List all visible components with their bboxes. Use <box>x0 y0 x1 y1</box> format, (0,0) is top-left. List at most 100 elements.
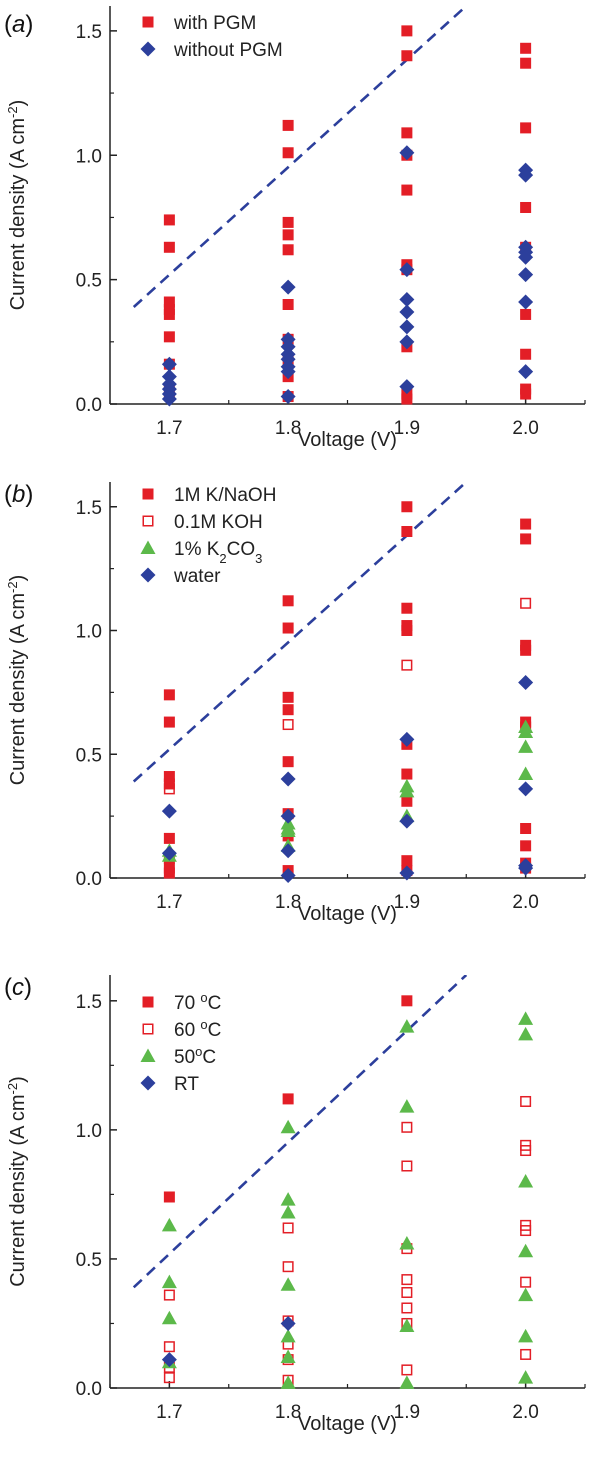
data-point <box>280 364 296 380</box>
data-point <box>282 1222 294 1234</box>
data-point <box>282 595 294 607</box>
data-point <box>401 1160 413 1172</box>
data-point <box>280 771 296 787</box>
y-axis-title: Current density (A cm-2) <box>5 1076 30 1287</box>
data-point <box>161 1310 177 1325</box>
data-point <box>280 1328 296 1343</box>
legend-marker <box>142 996 154 1008</box>
legend-label: water <box>173 566 221 587</box>
legend-marker <box>140 41 156 57</box>
x-tick-label: 1.9 <box>394 892 420 913</box>
data-point <box>401 50 413 62</box>
panel-b: 0.0 0.5 1.0 1.5 1.7 1.8 1.9 2.0 Voltage (V) Curre… <box>4 481 586 925</box>
trend-line <box>132 6 468 308</box>
data-point <box>518 1174 534 1188</box>
series-0 <box>163 25 532 405</box>
legend-label: 1% K2CO3 <box>174 539 262 566</box>
series-1 <box>163 1095 532 1386</box>
data-point <box>401 25 413 37</box>
data-point <box>399 1375 415 1389</box>
y-tick-label: 0.0 <box>76 869 102 890</box>
y-axis-title: Current density (A cm-2) <box>5 575 30 786</box>
data-point <box>518 781 534 797</box>
data-point <box>401 659 413 671</box>
x-tick-label: 1.9 <box>394 1402 420 1423</box>
data-point <box>282 691 294 703</box>
x-tick-label: 1.7 <box>156 892 182 913</box>
data-point <box>520 533 532 545</box>
x-tick-label: 2.0 <box>512 1402 538 1423</box>
data-point <box>282 704 294 716</box>
y-tick-label: 0.5 <box>76 1250 102 1271</box>
data-point <box>282 216 294 228</box>
data-point <box>518 1287 534 1302</box>
data-point <box>163 771 175 783</box>
panel-a: 0.0 0.5 1.0 1.5 1.7 1.8 1.9 2.0 Voltage (V) Curre… <box>4 6 586 451</box>
y-tick-label: 1.5 <box>76 498 102 519</box>
x-tick-label: 1.8 <box>275 892 301 913</box>
data-point <box>399 145 415 161</box>
data-point <box>282 1261 294 1273</box>
data-point <box>282 119 294 131</box>
data-point <box>518 1370 534 1384</box>
x-tick-label: 2.0 <box>512 892 538 913</box>
data-point <box>399 1318 415 1333</box>
data-point <box>161 1352 177 1368</box>
data-point <box>520 57 532 69</box>
legend-label: without PGM <box>173 40 283 61</box>
data-point <box>518 1328 534 1343</box>
data-point <box>520 1348 532 1360</box>
data-point <box>399 1099 415 1113</box>
series-1 <box>163 597 532 795</box>
data-point <box>163 308 175 320</box>
data-point <box>282 756 294 768</box>
legend-label: with PGM <box>173 13 256 34</box>
data-point <box>399 1235 415 1250</box>
data-point <box>399 262 415 278</box>
y-tick-label: 0.5 <box>76 271 102 292</box>
data-point <box>520 597 532 609</box>
data-point <box>518 267 534 283</box>
data-point <box>520 1095 532 1107</box>
y-tick-label: 1.5 <box>76 22 102 43</box>
data-point <box>401 768 413 780</box>
x-axis-title: Voltage (V) <box>298 903 397 925</box>
data-point <box>518 364 534 380</box>
data-point <box>163 1289 175 1301</box>
data-point <box>401 127 413 139</box>
legend: with PGM without PGM <box>140 13 283 61</box>
data-point <box>163 1372 175 1384</box>
series-1 <box>161 145 534 407</box>
legend-marker <box>140 540 156 554</box>
data-point <box>282 147 294 159</box>
data-point <box>518 766 534 781</box>
data-point <box>518 1026 534 1041</box>
legend-marker <box>142 1023 154 1035</box>
data-point <box>520 1225 532 1237</box>
data-point <box>280 1349 296 1364</box>
legend-label: RT <box>174 1074 199 1095</box>
data-point <box>280 1315 296 1331</box>
series-2 <box>161 719 534 862</box>
panel-label: (c) <box>4 974 32 1001</box>
data-point <box>401 1302 413 1314</box>
legend-marker <box>142 515 154 527</box>
data-point <box>280 1192 296 1206</box>
data-point <box>401 393 413 405</box>
y-tick-label: 1.0 <box>76 622 102 643</box>
data-point <box>520 823 532 834</box>
x-axis-title: Voltage (V) <box>298 1413 397 1435</box>
data-point <box>399 865 415 881</box>
data-point <box>163 689 175 701</box>
legend-marker <box>142 16 154 28</box>
data-point <box>518 860 534 876</box>
series-3 <box>161 674 534 884</box>
data-point <box>282 299 294 310</box>
data-point <box>163 214 175 226</box>
data-point <box>163 331 175 343</box>
data-point <box>399 292 415 308</box>
data-point <box>282 719 294 731</box>
data-point <box>518 674 534 690</box>
